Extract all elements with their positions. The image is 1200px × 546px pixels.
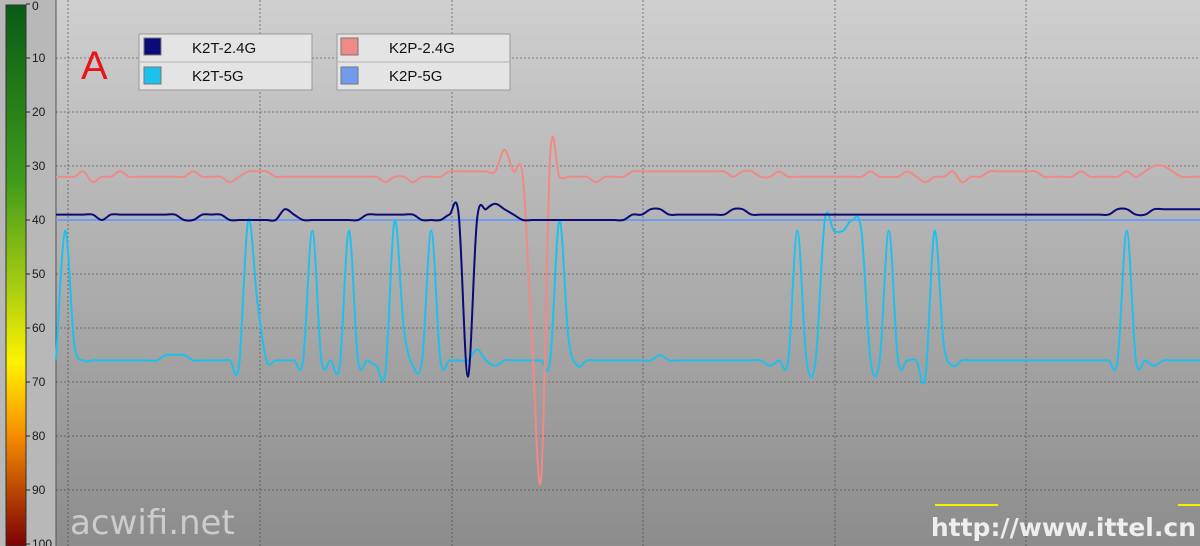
y-tick-label: 80 [32,429,46,443]
y-tick-label: 100 [32,537,52,546]
legend-swatch-k2t-24g [143,37,162,56]
legend-swatch-k2p-24g [340,37,359,56]
legend: K2T-2.4G K2T-5G K2P-2.4G K2P-5G [138,33,511,91]
y-axis-ticks: 0 10 20 30 40 50 60 70 80 90 100 [26,0,52,546]
y-tick-label: 30 [32,159,46,173]
y-tick-label: 40 [32,213,46,227]
legend-swatch-k2t-5g [143,66,162,85]
series-layer [55,135,1200,485]
grid [56,0,1200,546]
series-line-k2p-2-4g [56,135,1200,485]
plot-background [56,0,1200,546]
y-tick-label: 0 [32,0,39,13]
legend-label-k2p-24g: K2P-2.4G [389,40,455,57]
watermark-left: acwifi.net [70,503,235,543]
y-tick-label: 10 [32,51,46,65]
y-tick-label: 20 [32,105,46,119]
legend-label-k2t-5g: K2T-5G [192,68,244,85]
y-tick-label: 60 [32,321,46,335]
y-tick-label: 50 [32,267,46,281]
legend-swatch-k2p-5g [340,66,359,85]
signal-color-scale [5,4,27,546]
y-tick-label: 70 [32,375,46,389]
y-tick-label: 90 [32,483,46,497]
watermark-right: http://www.ittel.cn [931,513,1196,542]
series-line-k2t-2-4g [56,201,1200,378]
legend-label-k2t-24g: K2T-2.4G [192,40,256,57]
legend-label-k2p-5g: K2P-5G [389,68,442,85]
panel-letter: A [81,44,108,88]
